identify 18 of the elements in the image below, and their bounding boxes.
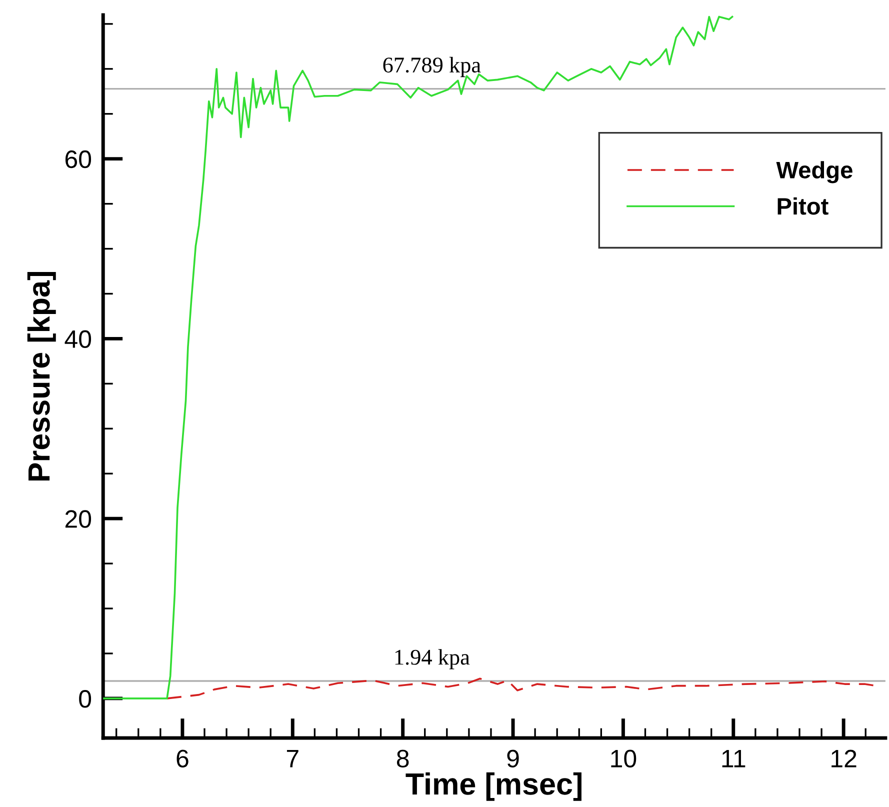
x-axis-title: Time [msec] — [406, 772, 582, 801]
ref-line-label: 1.94 kpa — [395, 649, 470, 670]
legend-label: Pitot — [778, 197, 828, 215]
y-axis-title: Pressure [kpa] — [27, 272, 56, 481]
x-tick-label: 10 — [611, 750, 636, 768]
y-tick-label: 0 — [79, 690, 92, 708]
y-tick-label: 60 — [65, 150, 92, 168]
y-tick-label: 20 — [65, 510, 92, 528]
x-tick-label: 7 — [286, 750, 298, 768]
x-tick-label: 11 — [722, 750, 746, 768]
ref-line-label: 67.789 kpa — [383, 56, 481, 78]
line-series — [103, 16, 734, 700]
x-tick-label: 6 — [176, 750, 188, 768]
y-tick-label: 40 — [64, 330, 92, 348]
x-tick-label: 8 — [396, 750, 409, 768]
x-tick-label: 12 — [832, 750, 856, 768]
legend-label: Wedge — [776, 161, 852, 184]
x-tick-label: 9 — [507, 750, 519, 768]
